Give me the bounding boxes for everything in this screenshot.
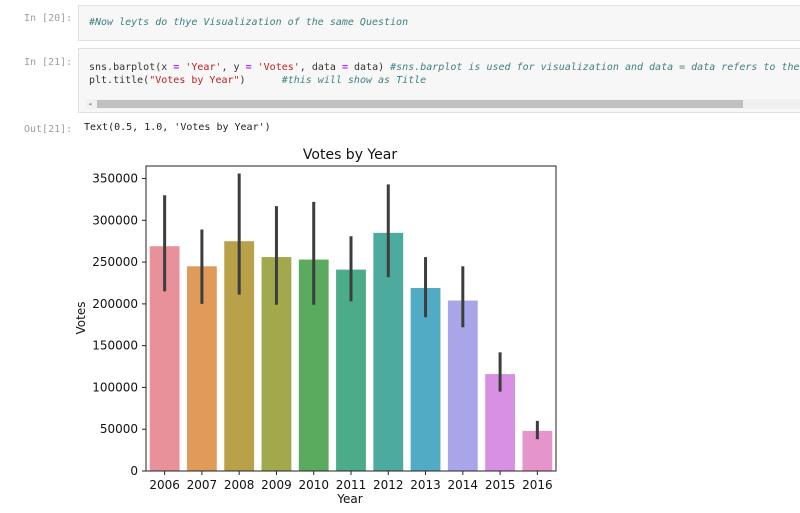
y-tick-label: 350000	[92, 172, 138, 186]
y-tick-label: 300000	[92, 213, 138, 227]
scroll-left-arrow-icon[interactable]: ◂	[87, 100, 93, 108]
y-axis-label: Votes	[74, 302, 88, 335]
x-tick-label: 2011	[336, 478, 367, 492]
y-tick-label: 150000	[92, 339, 138, 353]
cell-21-line-1: sns.barplot(x = 'Year', y = 'Votes', dat…	[89, 62, 800, 73]
bar-2011	[336, 269, 366, 471]
y-tick-label: 200000	[92, 297, 138, 311]
y-tick-label: 50000	[100, 422, 138, 436]
code-cell-20[interactable]: #Now leyts do thye Visualization of the …	[78, 5, 800, 41]
y-tick-label: 0	[130, 464, 138, 478]
out21-prompt: Out[21]:	[24, 124, 73, 135]
x-tick-label: 2016	[522, 478, 553, 492]
horizontal-scrollbar[interactable]: ◂	[85, 99, 800, 109]
bar-2013	[410, 288, 441, 471]
x-tick-label: 2013	[410, 478, 441, 492]
scroll-thumb[interactable]	[97, 100, 743, 108]
cell-20-comment: #Now leyts do thye Visualization of the …	[89, 17, 409, 28]
y-tick-label: 250000	[92, 255, 138, 269]
x-tick-label: 2006	[149, 478, 180, 492]
y-tick-label: 100000	[92, 380, 138, 394]
output-text: Text(0.5, 1.0, 'Votes by Year')	[84, 122, 271, 133]
x-tick-label: 2010	[298, 478, 329, 492]
x-tick-label: 2012	[373, 478, 404, 492]
in20-prompt: In [20]:	[24, 13, 73, 24]
in21-prompt: In [21]:	[24, 57, 73, 68]
cell-21-line-2: plt.title("Votes by Year") #this will sh…	[89, 75, 427, 86]
chart-title: Votes by Year	[303, 147, 397, 163]
x-tick-label: 2009	[261, 478, 292, 492]
code-cell-21[interactable]: sns.barplot(x = 'Year', y = 'Votes', dat…	[78, 48, 800, 113]
x-tick-label: 2008	[224, 478, 255, 492]
x-tick-label: 2014	[448, 478, 479, 492]
x-tick-label: 2015	[485, 478, 516, 492]
bar-2014	[447, 300, 478, 471]
plot-frame	[145, 165, 557, 472]
x-tick-label: 2007	[187, 478, 218, 492]
x-axis-label: Year	[336, 492, 362, 506]
